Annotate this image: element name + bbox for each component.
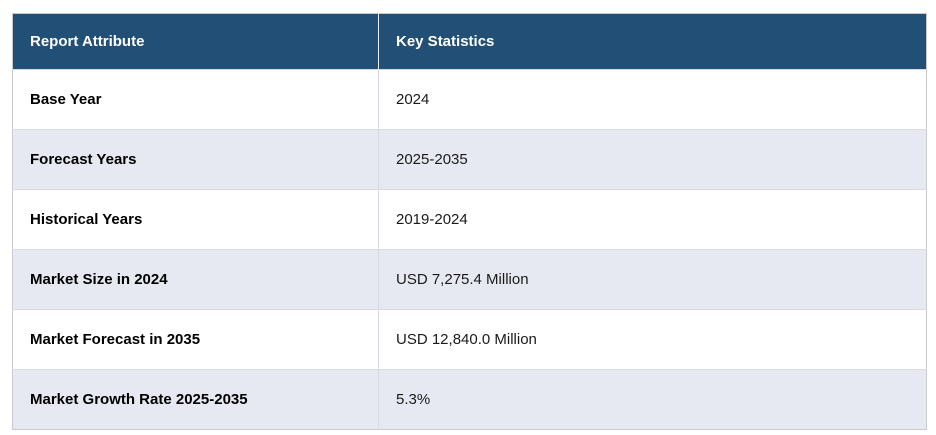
attribute-cell: Market Forecast in 2035	[12, 309, 379, 370]
value-cell: 2019-2024	[378, 189, 927, 250]
table-row-market-size: Market Size in 2024 USD 7,275.4 Million	[12, 249, 927, 310]
header-row: Report Attribute Key Statistics	[12, 13, 927, 70]
table-body: Base Year 2024 Forecast Years 2025-2035 …	[12, 69, 927, 430]
table-row-market-forecast: Market Forecast in 2035 USD 12,840.0 Mil…	[12, 309, 927, 370]
table-row-market-growth-rate: Market Growth Rate 2025-2035 5.3%	[12, 369, 927, 430]
attribute-cell: Historical Years	[12, 189, 379, 250]
value-cell: USD 7,275.4 Million	[378, 249, 927, 310]
report-statistics-table-container: Report Attribute Key Statistics Base Yea…	[12, 13, 927, 430]
table-row-forecast-years: Forecast Years 2025-2035	[12, 129, 927, 190]
report-statistics-table: Report Attribute Key Statistics Base Yea…	[12, 13, 927, 430]
value-cell: 2025-2035	[378, 129, 927, 190]
attribute-cell: Market Size in 2024	[12, 249, 379, 310]
attribute-cell: Market Growth Rate 2025-2035	[12, 369, 379, 430]
table-header: Report Attribute Key Statistics	[12, 13, 927, 70]
column-header-report-attribute: Report Attribute	[12, 13, 379, 70]
value-cell: 2024	[378, 69, 927, 130]
value-cell: 5.3%	[378, 369, 927, 430]
column-header-key-statistics: Key Statistics	[378, 13, 927, 70]
value-cell: USD 12,840.0 Million	[378, 309, 927, 370]
attribute-cell: Forecast Years	[12, 129, 379, 190]
attribute-cell: Base Year	[12, 69, 379, 130]
table-row-base-year: Base Year 2024	[12, 69, 927, 130]
table-row-historical-years: Historical Years 2019-2024	[12, 189, 927, 250]
